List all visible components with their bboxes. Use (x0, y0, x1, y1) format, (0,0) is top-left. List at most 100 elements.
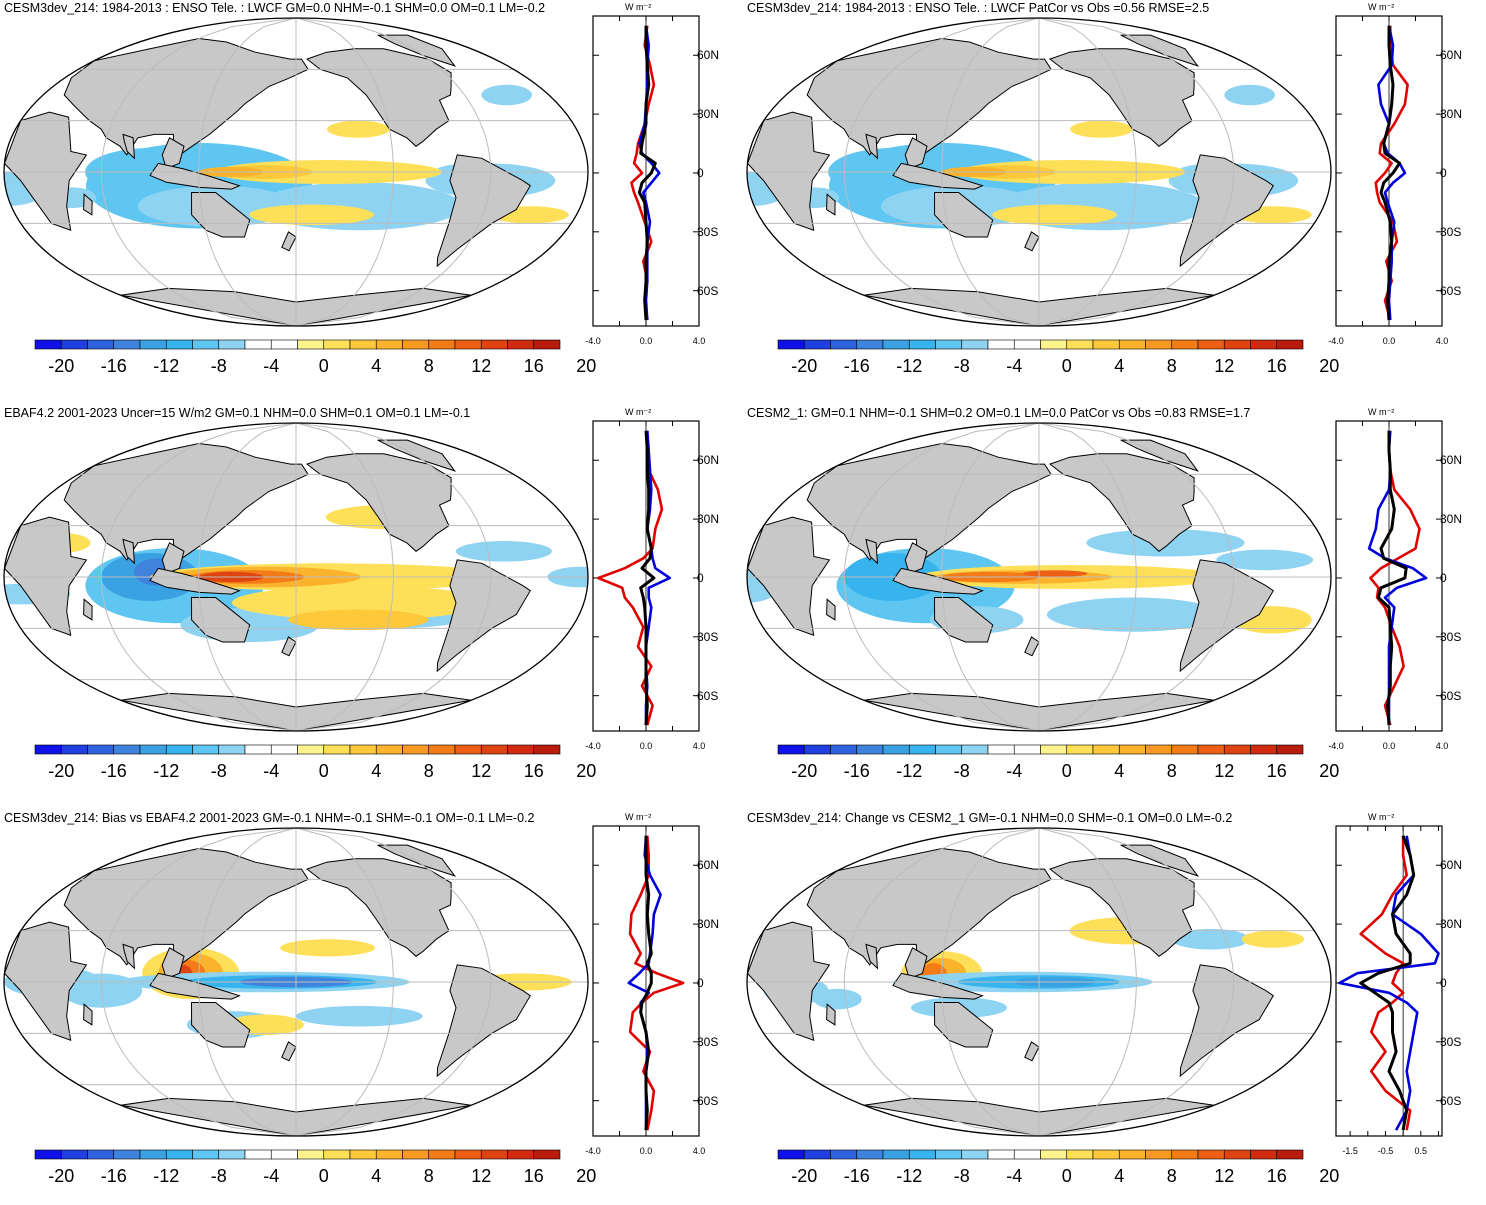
zonal-x-tick-label: 4.0 (692, 336, 706, 346)
longitude-gridline (295, 18, 492, 326)
colorbar-swatch (454, 744, 482, 755)
map-border (746, 422, 1332, 732)
longitude-gridline (295, 423, 492, 731)
zonal-mean-plot (1335, 15, 1443, 327)
north-america-landmass (1048, 858, 1195, 957)
zonal-mean-plot (1335, 825, 1443, 1137)
latitude-label: 30S (697, 629, 719, 644)
anomaly-field (747, 529, 1314, 634)
india-peninsula (122, 943, 135, 970)
anomaly-contour (455, 541, 552, 562)
colorbar-swatch (1145, 1149, 1173, 1160)
colorbar-swatch (1276, 1149, 1304, 1160)
colorbar-swatch (908, 1149, 936, 1160)
southeast-asia (904, 947, 928, 980)
colorbar-swatch (165, 1149, 193, 1160)
zonal-series-line-2 (1377, 25, 1407, 321)
latitude-label: 60S (697, 1093, 719, 1108)
colorbar-swatch (323, 339, 351, 350)
colorbar-label: 4 (371, 1166, 382, 1186)
india-peninsula (865, 133, 878, 160)
longitude-gridline (1038, 423, 1137, 731)
colorbar-swatch (34, 339, 62, 350)
colorbar-label: 16 (1266, 761, 1287, 781)
colorbar-swatch (165, 744, 193, 755)
colorbar-label: 12 (1214, 356, 1235, 376)
latitude-label: 30N (697, 512, 720, 527)
zonal-x-tick-label: 4.0 (692, 1146, 706, 1156)
zonal-mean-plot (1335, 420, 1443, 732)
colorbar-swatch (803, 1149, 831, 1160)
graticule (4, 828, 588, 1136)
colorbar-swatch (1197, 339, 1225, 350)
colorbar (777, 744, 1304, 755)
colorbar-label: 16 (523, 1166, 544, 1186)
map-plot (3, 17, 589, 327)
colorbar-swatch (1197, 1149, 1225, 1160)
colorbar-swatch (830, 744, 858, 755)
colorbar-swatch (777, 1149, 805, 1160)
colorbar-swatch (192, 1149, 220, 1160)
zonal-series-line-3 (639, 835, 653, 1131)
longitude-gridline (1038, 828, 1235, 1136)
colorbar-swatch (1040, 339, 1068, 350)
colorbar-label: 16 (1266, 356, 1287, 376)
africa-landmass (747, 516, 831, 636)
zonal-x-tick-label: 4.0 (1435, 336, 1449, 346)
graticule (4, 18, 588, 326)
madagascar (83, 598, 93, 621)
zonal-series-line-1 (628, 835, 685, 1131)
latitude-label: 60N (1440, 48, 1463, 63)
longitude-gridline (843, 18, 1040, 326)
colorbar-label: -8 (210, 1166, 227, 1186)
latitude-label: 60S (697, 283, 719, 298)
colorbar-swatch (1197, 744, 1225, 755)
graticule (747, 423, 1331, 731)
madagascar (826, 193, 836, 216)
anomaly-contour (1224, 84, 1275, 106)
colorbar-label: 20 (576, 356, 597, 376)
colorbar-swatch (244, 1149, 272, 1160)
colorbar-label: -8 (210, 761, 227, 781)
south-america-landmass (436, 964, 531, 1078)
colorbar-label: -12 (896, 1166, 923, 1186)
zonal-plot-frame (1335, 825, 1443, 1137)
longitude-gridline (198, 828, 297, 1136)
anomaly-contour (280, 939, 375, 957)
colorbar-swatch (1013, 339, 1041, 350)
zonal-x-tick-label: 4.0 (692, 741, 706, 751)
colorbar-labels: -20 -16 -12 -8 -4 0 4 8 12 16 20 (34, 356, 596, 378)
colorbar-label: -20 (48, 761, 75, 781)
india-peninsula (122, 538, 135, 565)
anomaly-contour (249, 204, 374, 226)
south-america-landmass (436, 559, 531, 673)
colorbar-swatch (1040, 744, 1068, 755)
colorbar-swatch (935, 744, 963, 755)
colorbar-swatch (349, 1149, 377, 1160)
colorbar-swatch (375, 1149, 403, 1160)
zonal-series-line-3 (1359, 835, 1416, 1131)
colorbar-swatch (428, 339, 456, 350)
zonal-x-tick-label: -4.0 (1328, 336, 1344, 346)
colorbar-label: 16 (523, 761, 544, 781)
colorbar-swatch (1171, 744, 1199, 755)
colorbar-label: 4 (1114, 761, 1125, 781)
zonal-series-line-1 (1369, 430, 1421, 726)
colorbar-swatch (856, 1149, 884, 1160)
north-america-landmass (305, 453, 452, 552)
south-america-landmass (1179, 154, 1274, 268)
longitude-gridline (1038, 423, 1235, 731)
colorbar-label: -16 (100, 761, 127, 781)
colorbar-labels: -20 -16 -12 -8 -4 0 4 8 12 16 20 (777, 356, 1339, 378)
colorbar-swatch (777, 339, 805, 350)
land-mask (4, 439, 531, 731)
colorbar-label: 20 (576, 1166, 597, 1186)
longitude-gridline (295, 828, 492, 1136)
colorbar-swatch (1171, 1149, 1199, 1160)
colorbar-swatch (244, 744, 272, 755)
zonal-series-line-3 (639, 430, 656, 726)
colorbar-label: 20 (1319, 356, 1340, 376)
figure-panel-4: CESM2_1: GM=0.1 NHM=-0.1 SHM=0.2 OM=0.1 … (743, 405, 1486, 800)
africa-landmass (747, 921, 831, 1041)
colorbar-swatch (803, 744, 831, 755)
